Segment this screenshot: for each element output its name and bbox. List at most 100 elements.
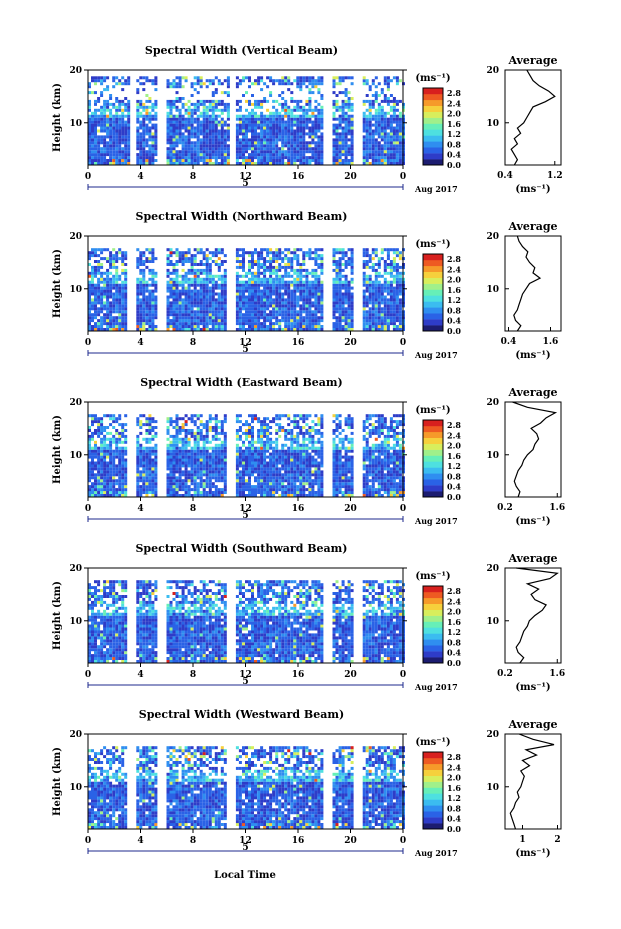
heatmap-cell <box>208 280 212 284</box>
heatmap-cell <box>181 97 185 100</box>
heatmap-cell <box>269 473 273 477</box>
heatmap-cell <box>220 153 224 157</box>
heatmap-cell <box>281 319 285 323</box>
heatmap-cell <box>305 120 309 124</box>
heatmap-cell <box>395 298 399 302</box>
heatmap-cell <box>362 135 366 139</box>
heatmap-cell <box>139 304 143 308</box>
heatmap-cell <box>347 162 351 165</box>
heatmap-cell <box>380 283 384 287</box>
heatmap-cell <box>320 328 324 331</box>
heatmap-cell <box>217 147 221 151</box>
heatmap-cell <box>175 268 179 272</box>
heatmap-cell <box>317 123 321 127</box>
heatmap-cell <box>395 313 399 317</box>
heatmap-cell <box>124 150 128 154</box>
heatmap-cell <box>199 141 203 145</box>
heatmap-cell <box>317 304 321 308</box>
heatmap-cell <box>151 260 155 263</box>
heatmap-cell <box>332 325 336 328</box>
heatmap-cell <box>257 82 261 86</box>
heatmap-cell <box>121 260 125 263</box>
heatmap-cell <box>139 485 143 489</box>
heatmap-cell <box>169 156 173 160</box>
heatmap-cell <box>115 473 119 477</box>
heatmap-cell <box>223 147 227 151</box>
heatmap-cell <box>263 304 267 308</box>
heatmap-cell <box>115 141 119 145</box>
heatmap-cell <box>242 295 245 299</box>
heatmap-cell <box>211 470 215 474</box>
heatmap-cell <box>254 111 257 115</box>
heatmap-cell <box>205 268 209 272</box>
heatmap-cell <box>365 298 369 302</box>
heatmap-cell <box>317 114 321 118</box>
heatmap-cell <box>208 491 212 494</box>
heatmap-cell <box>127 135 131 139</box>
heatmap-cell <box>398 257 402 261</box>
heatmap-cell <box>136 307 140 311</box>
heatmap-cell <box>350 473 354 477</box>
heatmap-cell <box>281 79 285 83</box>
heatmap-cell <box>248 265 251 269</box>
heatmap-cell <box>374 328 378 331</box>
heatmap-cell <box>365 153 369 157</box>
heatmap-cell <box>260 292 264 296</box>
heatmap-cell <box>169 114 173 118</box>
heatmap-cell <box>380 473 384 477</box>
heatmap-cell <box>223 289 227 293</box>
heatmap-cell <box>172 277 176 281</box>
heatmap-cell <box>278 295 282 299</box>
heatmap-cell <box>374 129 378 133</box>
heatmap-cell <box>350 150 354 154</box>
heatmap-cell <box>392 141 396 145</box>
heatmap-cell <box>235 307 239 311</box>
heatmap-cell <box>251 111 254 115</box>
heatmap-cell <box>275 260 279 263</box>
heatmap-cell <box>389 295 393 299</box>
heatmap-cell <box>242 76 245 80</box>
heatmap-cell <box>151 470 155 474</box>
heatmap-cell <box>314 129 318 133</box>
heatmap-cell <box>145 159 149 162</box>
heatmap-cell <box>395 319 399 323</box>
heatmap-cell <box>97 254 101 258</box>
heatmap-cell <box>389 280 393 284</box>
heatmap-cell <box>302 114 306 118</box>
heatmap-cell <box>269 476 273 480</box>
heatmap-cell <box>103 295 107 299</box>
heatmap-cell <box>118 162 122 165</box>
heatmap-cell <box>166 114 170 118</box>
heatmap-cell <box>199 76 203 80</box>
heatmap-cell <box>106 494 110 497</box>
heatmap-cell <box>100 138 104 142</box>
heatmap-cell <box>184 295 188 299</box>
heatmap-cell <box>335 144 339 148</box>
heatmap-cell <box>208 482 212 486</box>
heatmap-cell <box>220 162 224 165</box>
heatmap-cell <box>97 313 101 317</box>
heatmap-cell <box>320 156 324 160</box>
heatmap-cell <box>199 322 203 326</box>
heatmap-cell <box>238 156 242 160</box>
heatmap-cell <box>202 126 206 130</box>
heatmap-cell <box>106 159 110 162</box>
heatmap-cell <box>293 482 297 486</box>
heatmap-cell <box>296 494 300 497</box>
heatmap-cell <box>338 268 342 272</box>
heatmap-cell <box>220 280 224 284</box>
heatmap-cell <box>121 470 125 474</box>
heatmap-cell <box>109 153 113 157</box>
heatmap-cell <box>341 298 345 302</box>
heatmap-cell <box>142 126 146 130</box>
heatmap-cell <box>193 120 197 124</box>
heatmap-cell <box>302 138 306 142</box>
heatmap-cell <box>308 108 312 112</box>
heatmap-cell <box>389 491 393 494</box>
heatmap-cell <box>199 289 203 293</box>
heatmap-cell <box>254 263 257 266</box>
heatmap-cell <box>187 268 191 272</box>
heatmap-cell <box>254 494 257 497</box>
heatmap-cell <box>242 479 245 483</box>
heatmap-cell <box>383 319 387 323</box>
